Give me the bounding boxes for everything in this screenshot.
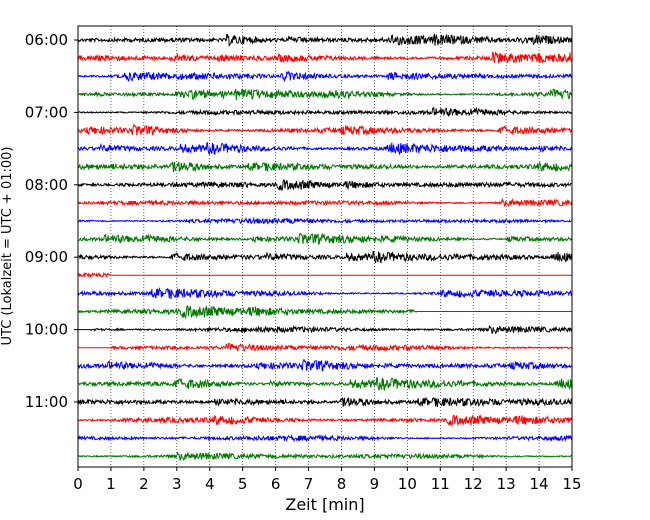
plot-frame	[77, 25, 573, 468]
trace-0930	[77, 287, 572, 300]
seismogram-traces	[77, 33, 573, 461]
y-tick-label: 11:00	[25, 393, 68, 411]
trace-1115	[77, 414, 573, 427]
trace-0845	[77, 232, 573, 245]
x-tick-label: 8	[337, 475, 347, 493]
x-tick-label: 9	[370, 475, 380, 493]
trace-0830	[77, 216, 573, 225]
x-tick-label: 0	[73, 475, 83, 493]
trace-1045	[77, 376, 573, 391]
trace-0630	[77, 70, 573, 83]
trace-0945	[77, 304, 572, 320]
x-tick-label: 1	[106, 475, 116, 493]
y-axis-ticks: 06:00 07:00 08:00 09:00 10:00 11:00	[25, 31, 78, 411]
y-tick-label: 10:00	[25, 321, 68, 339]
y-tick-label: 06:00	[25, 31, 68, 49]
trace-1145	[77, 451, 572, 461]
trace-0815	[77, 197, 573, 207]
x-tick-label: 3	[172, 475, 182, 493]
y-tick-label: 09:00	[25, 248, 68, 266]
trace-0745	[77, 161, 573, 173]
y-tick-label: 07:00	[25, 103, 68, 121]
trace-1000	[78, 324, 573, 335]
x-tick-label: 7	[304, 475, 314, 493]
trace-0730	[77, 141, 573, 156]
trace-0915	[77, 271, 572, 279]
trace-1100	[77, 396, 573, 408]
trace-1030	[77, 359, 573, 372]
trace-0800	[77, 179, 572, 192]
trace-0700	[77, 106, 573, 117]
trace-0715	[77, 124, 573, 136]
trace-0900	[77, 250, 573, 264]
x-axis-ticks: 0 1 2 3 4 5 6 7 8 9 10 11 12 13 14 15	[73, 467, 582, 493]
x-tick-label: 5	[238, 475, 248, 493]
y-axis-label: UTC (Lokalzeit = UTC + 01:00)	[0, 147, 15, 346]
trace-1015	[78, 342, 572, 353]
trace-0645	[77, 88, 573, 101]
x-tick-label: 12	[464, 475, 483, 493]
x-tick-label: 10	[398, 475, 417, 493]
trace-0615	[77, 50, 573, 64]
x-axis-label: Zeit [min]	[285, 495, 364, 514]
x-tick-label: 2	[139, 475, 149, 493]
x-tick-label: 11	[431, 475, 450, 493]
x-tick-label: 13	[497, 475, 516, 493]
y-tick-label: 08:00	[25, 176, 68, 194]
x-tick-label: 15	[562, 475, 581, 493]
x-tick-label: 4	[205, 475, 215, 493]
trace-0600	[77, 33, 573, 48]
x-tick-label: 14	[530, 475, 549, 493]
trace-1130	[77, 433, 573, 443]
x-tick-label: 6	[271, 475, 281, 493]
